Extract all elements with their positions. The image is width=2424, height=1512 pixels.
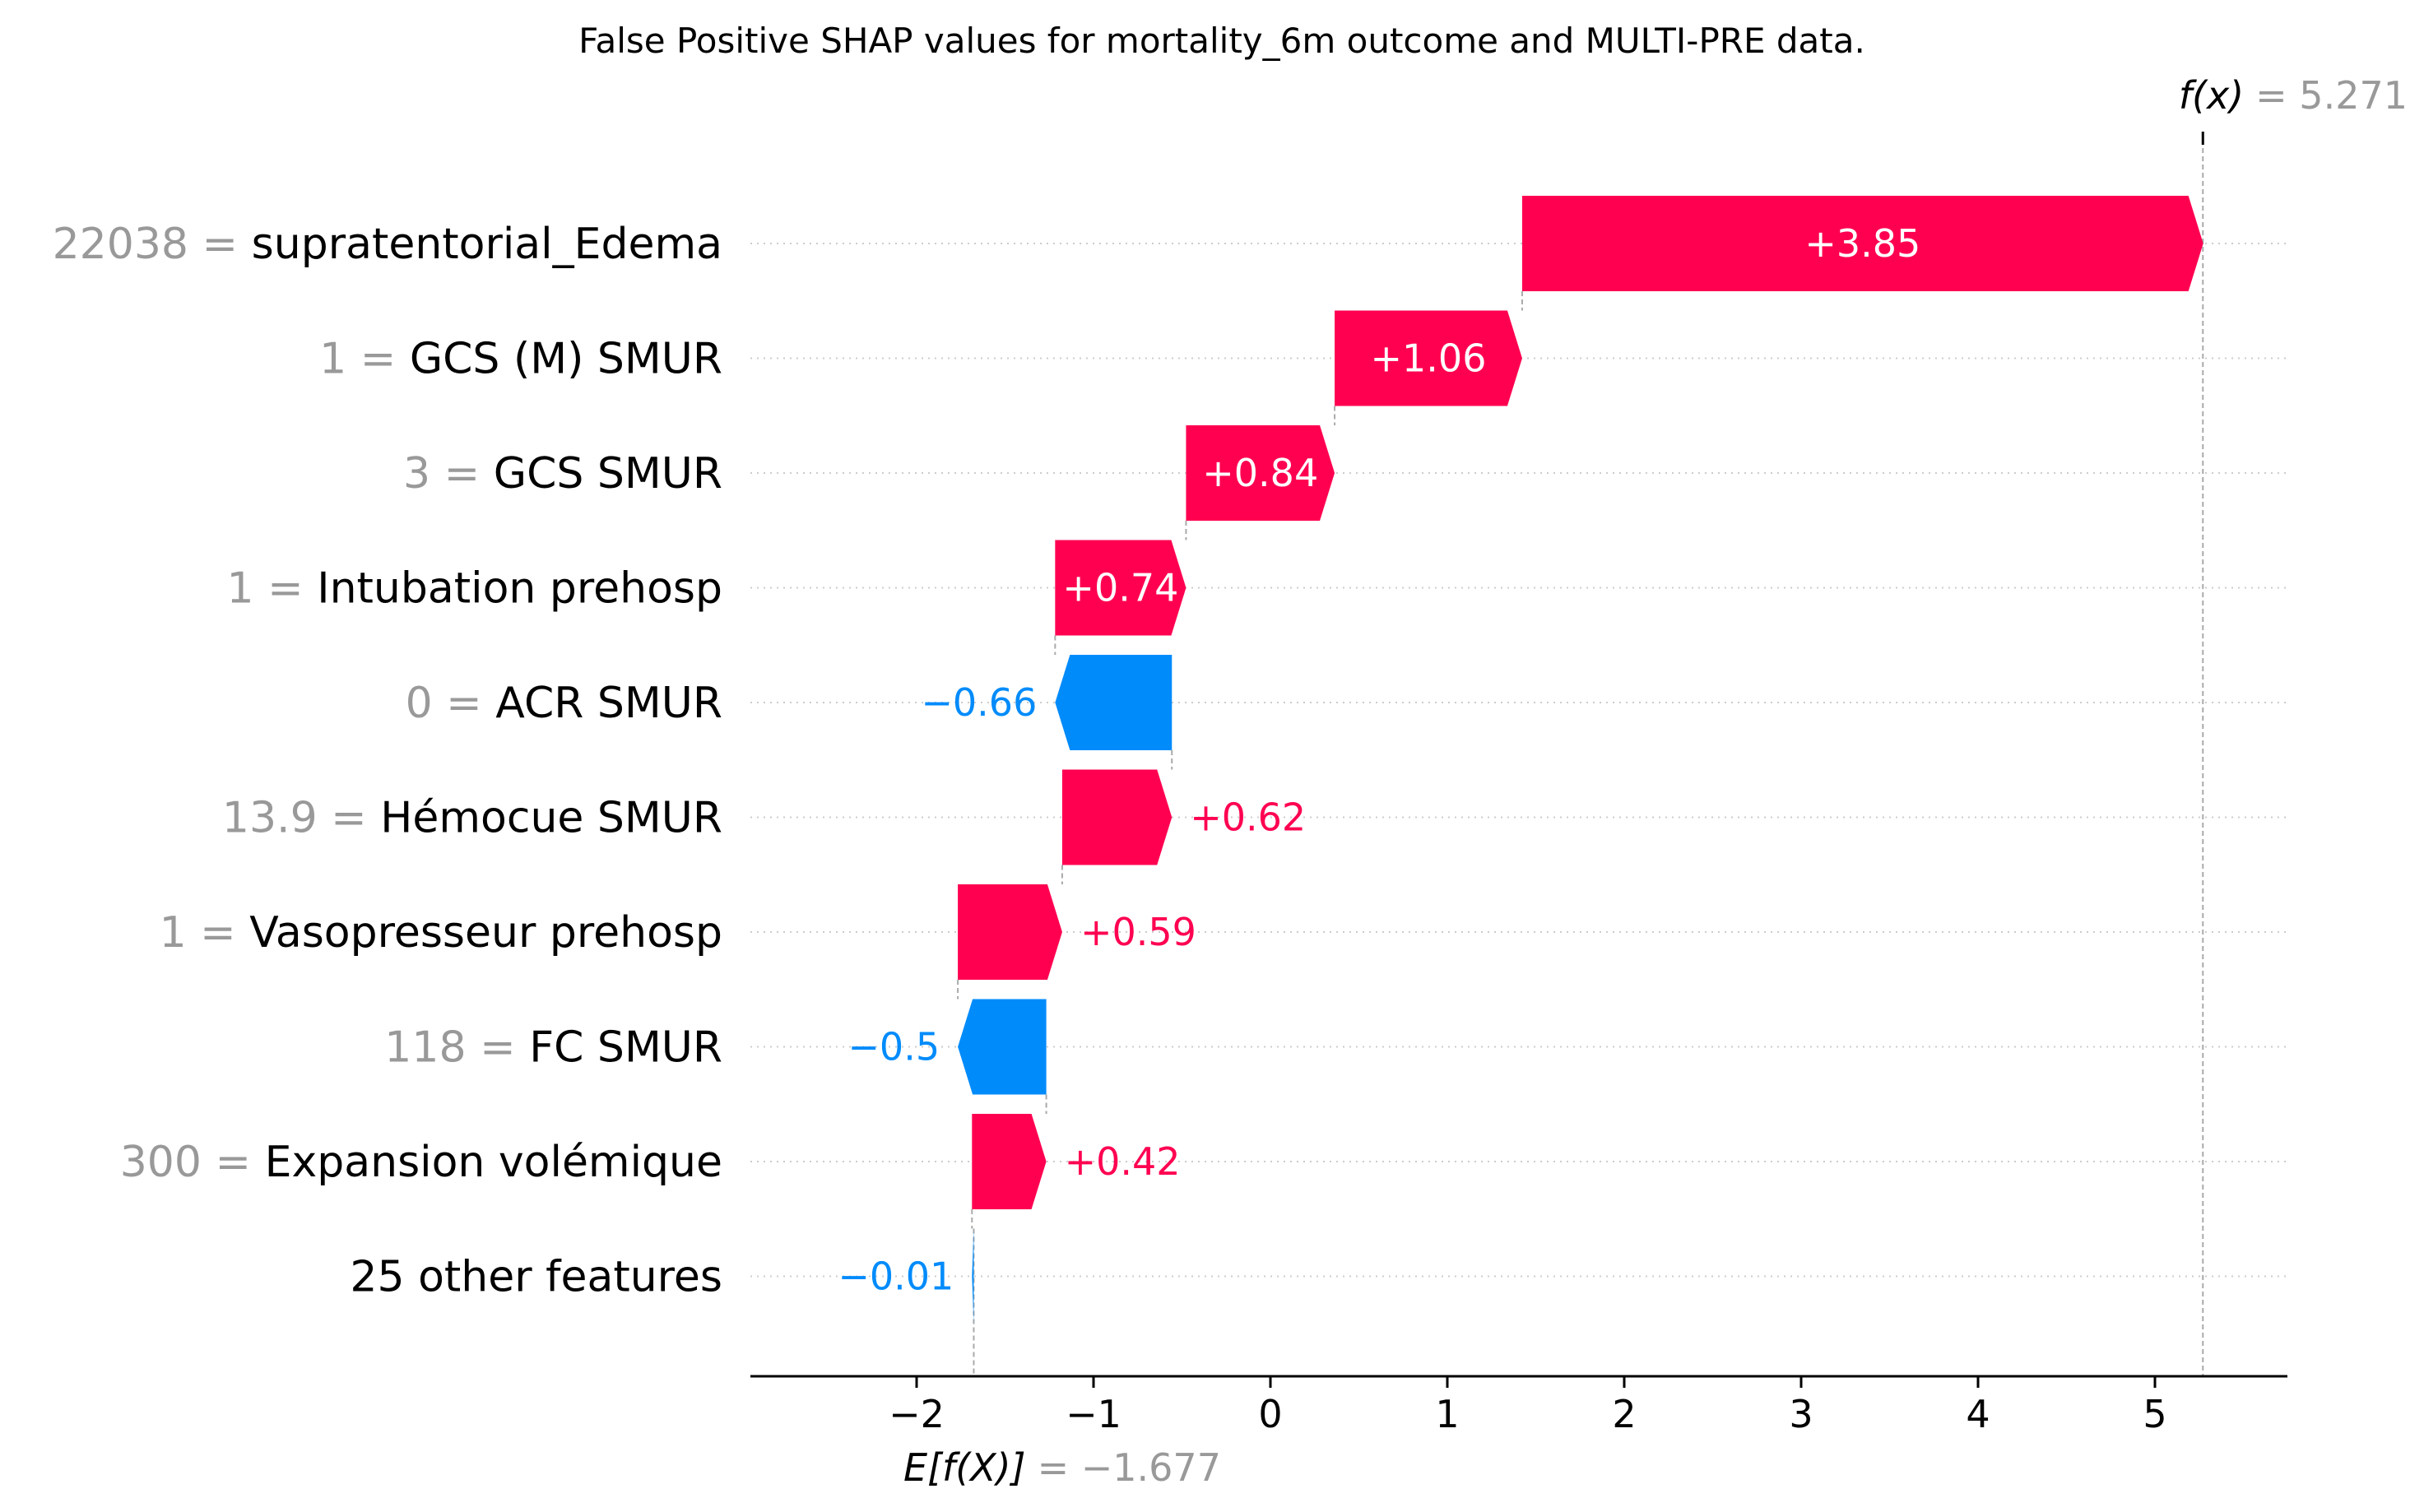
feature-label: 13.9 = Hémocue SMUR xyxy=(222,794,722,843)
shap-value-label: +3.85 xyxy=(1804,221,1920,266)
feature-name: supratentorial_Edema xyxy=(252,220,722,269)
feature-value: 3 xyxy=(403,449,430,499)
output-value-text: = 5.271 xyxy=(2255,73,2408,118)
output-value-prefix: f(x) xyxy=(2179,73,2244,118)
shap-value-label: +1.06 xyxy=(1371,336,1487,381)
shap-value-label: −0.66 xyxy=(921,680,1037,725)
feature-value: 118 xyxy=(384,1023,466,1073)
shap-value-label: +0.59 xyxy=(1080,910,1196,954)
feature-equals: = xyxy=(430,449,494,499)
feature-name: 25 other features xyxy=(350,1253,722,1302)
x-tick-label: 5 xyxy=(2143,1392,2166,1436)
feature-name: GCS (M) SMUR xyxy=(410,335,722,384)
shap-value-label: +0.84 xyxy=(1202,451,1318,495)
x-tick-label: 4 xyxy=(1966,1392,1990,1436)
x-axis: −2 −1 0 1 2 3 4 5 E[f(X)] = −1.677 f(x) = 5.271 xyxy=(750,73,2408,1490)
feature-label: 1 = Vasopresseur prehosp xyxy=(160,908,722,958)
feature-name: FC SMUR xyxy=(529,1023,722,1073)
feature-name: Hémocue SMUR xyxy=(380,794,722,843)
feature-value: 1 xyxy=(319,335,346,384)
x-tick-label: 1 xyxy=(1435,1392,1459,1436)
feature-labels: +3.85 22038 = supratentorial_Edema +1.06 1 … xyxy=(53,220,1921,1302)
feature-name: Vasopresseur prehosp xyxy=(249,908,722,958)
feature-value: 1 xyxy=(227,564,254,614)
feature-name: Expansion volémique xyxy=(265,1138,722,1187)
feature-equals: = xyxy=(187,908,250,958)
bar-negative xyxy=(1055,655,1173,750)
feature-label: 25 other features xyxy=(350,1253,722,1302)
feature-name: Intubation prehosp xyxy=(317,564,722,614)
feature-equals: = xyxy=(254,564,318,614)
x-tick-label: 0 xyxy=(1258,1392,1282,1436)
feature-label: 3 = GCS SMUR xyxy=(403,449,722,499)
feature-label: 1 = GCS (M) SMUR xyxy=(319,335,722,384)
reference-lines xyxy=(957,132,2204,1376)
bar-positive xyxy=(1061,769,1173,865)
shap-value-label: −0.01 xyxy=(838,1255,954,1299)
bar-negative xyxy=(958,999,1047,1095)
bar-positive xyxy=(958,884,1062,980)
bar-positive xyxy=(1186,425,1335,521)
chart-title: False Positive SHAP values for mortality… xyxy=(578,21,1865,61)
shap-value-label: +0.62 xyxy=(1190,795,1306,840)
feature-equals: = xyxy=(188,220,252,269)
base-value-text: = −1.677 xyxy=(1038,1445,1221,1490)
feature-value: 300 xyxy=(120,1138,202,1187)
feature-label: 118 = FC SMUR xyxy=(384,1023,722,1073)
feature-equals: = xyxy=(433,679,496,728)
feature-value: 1 xyxy=(160,908,187,958)
bar-positive xyxy=(1055,540,1186,636)
base-value-label: E[f(X)] = −1.677 xyxy=(903,1445,1221,1490)
x-tick-label: −1 xyxy=(1066,1392,1121,1436)
feature-name: ACR SMUR xyxy=(495,679,722,728)
feature-equals: = xyxy=(318,794,381,843)
feature-value: 13.9 xyxy=(222,794,318,843)
feature-equals: = xyxy=(467,1023,530,1073)
feature-label: 300 = Expansion volémique xyxy=(120,1138,722,1187)
shap-value-label: +0.74 xyxy=(1062,566,1178,610)
bar-positive xyxy=(972,1114,1047,1209)
feature-label: 0 = ACR SMUR xyxy=(406,679,722,728)
bar-positive xyxy=(1521,196,2203,291)
base-value-prefix: E[f(X)] xyxy=(903,1445,1026,1490)
feature-name: GCS SMUR xyxy=(494,449,722,499)
shap-value-label: −0.5 xyxy=(847,1025,940,1069)
x-tick-label: 2 xyxy=(1612,1392,1636,1436)
feature-value: 22038 xyxy=(53,220,188,269)
output-value-label: f(x) = 5.271 xyxy=(2179,73,2408,118)
x-tick-label: −2 xyxy=(889,1392,945,1436)
bar-negative xyxy=(972,1228,974,1324)
shap-value-label: +0.42 xyxy=(1065,1139,1181,1184)
feature-label: 1 = Intubation prehosp xyxy=(227,564,723,614)
bars xyxy=(958,196,2203,1324)
feature-equals: = xyxy=(202,1138,265,1187)
feature-label: 22038 = supratentorial_Edema xyxy=(53,220,722,269)
x-tick-label: 3 xyxy=(1789,1392,1813,1436)
feature-equals: = xyxy=(346,335,410,384)
feature-value: 0 xyxy=(406,679,433,728)
bar-positive xyxy=(1335,310,1522,406)
